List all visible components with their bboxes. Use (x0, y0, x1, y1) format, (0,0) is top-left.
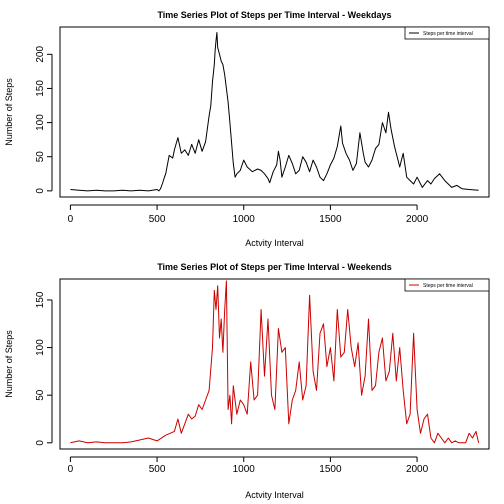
weekdays-chart-title: Time Series Plot of Steps per Time Inter… (157, 10, 391, 20)
weekdays-legend-box (404, 26, 490, 40)
weekends-y-axis: 0 50 100 150 (35, 291, 53, 446)
weekdays-y-tick-label: 50 (35, 151, 46, 163)
weekends-x-tick-label: 2000 (406, 464, 429, 475)
weekends-legend-box (404, 278, 490, 292)
weekdays-x-tick-label: 1500 (319, 214, 342, 225)
weekends-x-axis-label: Actvity Interval (245, 490, 304, 500)
weekdays-y-axis-label: Number of Steps (4, 78, 14, 146)
weekends-x-tick-label: 1000 (233, 464, 256, 475)
weekends-x-tick-label: 1500 (319, 464, 342, 475)
weekends-x-tick-label: 500 (149, 464, 166, 475)
weekdays-x-tick-label: 500 (149, 214, 166, 225)
weekdays-y-tick-label: 150 (35, 80, 46, 97)
weekends-y-axis-label: Number of Steps (4, 330, 14, 398)
weekdays-x-axis: 0 500 1000 1500 2000 (68, 204, 429, 225)
weekdays-legend-label: Steps per time interval (423, 31, 473, 37)
weekdays-plot-frame (59, 26, 490, 198)
weekdays-legend: Steps per time interval (404, 26, 490, 40)
weekdays-x-axis-label: Actvity Interval (245, 238, 304, 248)
weekends-legend: Steps per time interval (404, 278, 490, 292)
weekends-x-axis: 0 500 1000 1500 2000 (68, 456, 429, 475)
weekends-y-tick-label: 0 (35, 440, 46, 446)
weekends-y-tick-label: 50 (35, 389, 46, 401)
weekdays-x-tick-label: 2000 (406, 214, 429, 225)
weekends-y-tick-label: 100 (35, 339, 46, 356)
weekdays-y-axis: 0 50 100 150 200 (35, 46, 53, 194)
weekdays-series-line (70, 32, 479, 192)
weekdays-y-tick-label: 200 (35, 46, 46, 63)
weekends-plot-frame (59, 278, 490, 450)
weekends-x-tick-label: 0 (68, 464, 74, 475)
weekdays-panel: Time Series Plot of Steps per Time Inter… (4, 10, 490, 248)
weekdays-x-tick-label: 0 (68, 214, 74, 225)
weekends-chart-title: Time Series Plot of Steps per Time Inter… (157, 262, 392, 272)
weekends-y-tick-label: 150 (35, 291, 46, 308)
weekends-series-line (70, 280, 480, 444)
weekdays-y-tick-label: 100 (35, 114, 46, 131)
weekends-legend-label: Steps per time interval (423, 283, 473, 289)
weekends-panel: Time Series Plot of Steps per Time Inter… (4, 262, 490, 500)
weekdays-y-tick-label: 0 (35, 188, 46, 194)
weekdays-x-tick-label: 1000 (233, 214, 256, 225)
